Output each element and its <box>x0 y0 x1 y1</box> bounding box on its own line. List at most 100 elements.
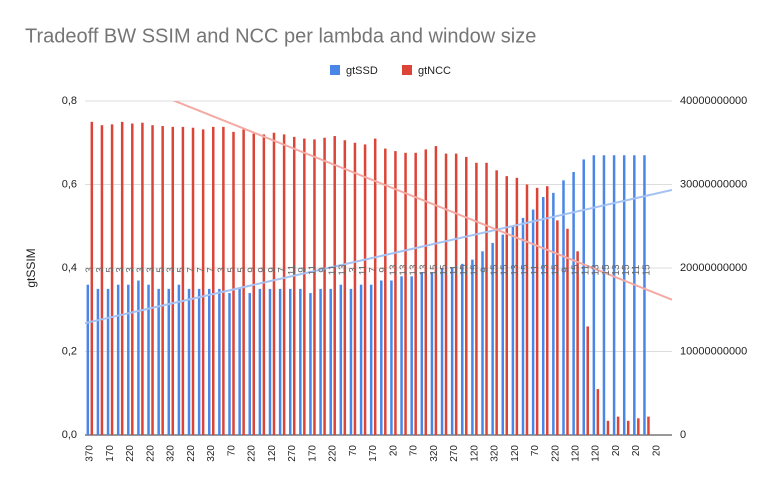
bar <box>566 228 569 435</box>
bar <box>515 177 519 435</box>
bar <box>420 272 424 435</box>
bar <box>228 293 231 435</box>
bar <box>647 416 650 435</box>
bar <box>373 138 377 435</box>
window-label: 15 <box>621 264 632 276</box>
window-label: 7 <box>206 267 217 273</box>
window-label: 7 <box>186 267 197 273</box>
bar <box>491 242 494 435</box>
window-label: 15 <box>490 264 501 276</box>
bar <box>131 123 134 436</box>
window-label: 9 <box>247 267 258 273</box>
bar <box>242 129 245 435</box>
x-tick-label: 70 <box>530 445 541 457</box>
window-label: 3 <box>95 267 106 273</box>
bar <box>475 162 478 436</box>
y2-tick-label: 40000000000 <box>680 95 747 107</box>
bar <box>384 148 387 435</box>
x-tick-label: 270 <box>449 445 460 462</box>
x-tick-label: 20 <box>388 445 399 457</box>
y2-tick-label: 10000000000 <box>680 345 747 357</box>
bar <box>161 126 164 436</box>
bar <box>485 162 488 436</box>
legend-swatch <box>330 65 340 75</box>
window-label: 15 <box>641 264 652 276</box>
y-tick-label: 0,6 <box>62 178 77 190</box>
window-label: 5 <box>226 267 237 273</box>
window-label: 7 <box>277 267 288 273</box>
x-tick-label: 170 <box>105 445 116 462</box>
bar <box>606 420 610 435</box>
y-axis-title: gtSSIM <box>24 248 38 287</box>
y2-tick-label: 20000000000 <box>680 262 747 274</box>
window-label: 13 <box>388 264 399 276</box>
window-label: 11 <box>581 264 592 275</box>
bar <box>282 134 286 435</box>
window-label: 7 <box>368 267 379 273</box>
bar <box>248 293 251 435</box>
bar <box>218 288 221 435</box>
bar <box>299 288 302 435</box>
bar <box>86 284 90 435</box>
bar <box>363 144 367 436</box>
window-label: 15 <box>550 264 561 276</box>
window-label: 3 <box>85 267 96 273</box>
window-label: 9 <box>378 267 389 273</box>
window-label: 13 <box>409 264 420 276</box>
bar <box>339 284 343 435</box>
window-label: 15 <box>500 264 511 276</box>
bar <box>622 155 626 435</box>
x-tick-label: 120 <box>267 445 278 462</box>
x-tick-label: 70 <box>226 445 237 457</box>
bar <box>212 126 215 435</box>
bar <box>120 121 124 435</box>
window-label: 11 <box>358 264 369 275</box>
window-label: 13 <box>540 264 551 276</box>
window-label: 11 <box>328 264 339 275</box>
bar <box>390 280 393 435</box>
x-tick-label: 20 <box>631 445 642 457</box>
y-tick-label: 0,4 <box>62 262 77 274</box>
window-label: 11 <box>287 264 298 275</box>
bar <box>394 151 397 435</box>
window-label: 3 <box>145 267 156 273</box>
bar <box>171 126 175 435</box>
window-label: 13 <box>398 264 409 276</box>
bar <box>157 288 160 435</box>
bar <box>100 125 104 435</box>
window-label: 9 <box>297 267 308 273</box>
bar <box>633 155 636 435</box>
bar <box>353 142 357 435</box>
window-label: 3 <box>125 267 136 273</box>
bar <box>430 272 434 435</box>
window-label: 11 <box>530 264 541 275</box>
bar <box>147 284 150 435</box>
bar <box>262 134 266 435</box>
x-tick-label: 220 <box>247 445 258 462</box>
bar <box>232 131 235 435</box>
legend-swatch <box>402 65 412 75</box>
bar <box>525 184 529 435</box>
bar <box>643 155 646 435</box>
window-label: 11 <box>307 264 318 275</box>
bar <box>572 171 575 435</box>
bar <box>343 140 347 435</box>
bar <box>465 156 468 435</box>
x-tick-label: 320 <box>490 445 501 462</box>
x-tick-label: 220 <box>125 445 136 462</box>
bar <box>576 251 579 435</box>
bar <box>369 284 373 435</box>
window-label: 15 <box>459 264 470 276</box>
bar <box>410 276 413 435</box>
y-tick-label: 0,8 <box>62 95 77 107</box>
bar <box>278 288 282 435</box>
bar <box>187 288 191 435</box>
bar <box>501 234 505 435</box>
bar <box>471 259 474 435</box>
window-label: 15 <box>429 264 440 276</box>
window-label: 3 <box>216 267 227 273</box>
bar <box>141 122 144 436</box>
bar <box>116 284 120 435</box>
bar <box>96 288 100 435</box>
bar <box>303 138 306 435</box>
